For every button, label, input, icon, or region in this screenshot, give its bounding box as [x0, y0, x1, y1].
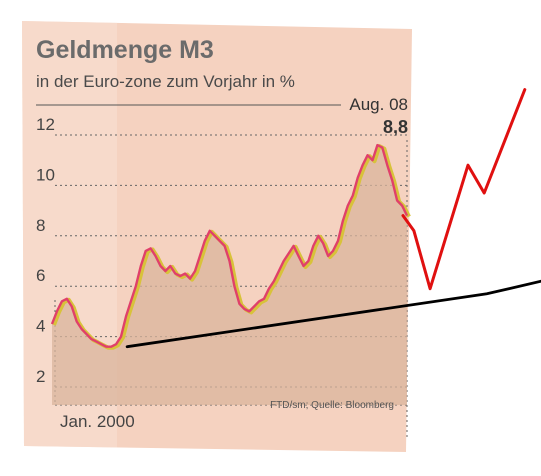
chart-subtitle: in der Euro-zone zum Vorjahr in %: [36, 72, 295, 91]
area-fill: [52, 145, 407, 405]
series-shadow-line: [52, 144, 411, 350]
y-tick-label-12: 12: [36, 115, 55, 134]
hand-drawn-annotations: [125, 88, 541, 349]
y-tick-label-8: 8: [36, 216, 45, 235]
series-lines: [50, 143, 411, 350]
x-start-label: Jan. 2000: [60, 412, 135, 431]
y-tick-label-10: 10: [36, 165, 55, 184]
red-projection-annotation: [401, 88, 527, 291]
last-value-date: Aug. 08: [349, 95, 408, 114]
y-tick-label-4: 4: [36, 317, 45, 336]
source-note: FTD/sm; Quelle: Bloomberg: [270, 400, 394, 411]
series-area: [52, 145, 407, 405]
y-axis-ticks: 2 4 6 8 10 12: [36, 115, 55, 386]
trendline-annotation: [125, 279, 541, 349]
last-value: 8,8: [383, 117, 408, 137]
y-tick-label-6: 6: [36, 266, 45, 285]
chart-title: Geldmenge M3: [36, 36, 214, 64]
series-line: [50, 143, 409, 348]
y-tick-label-2: 2: [36, 367, 45, 386]
